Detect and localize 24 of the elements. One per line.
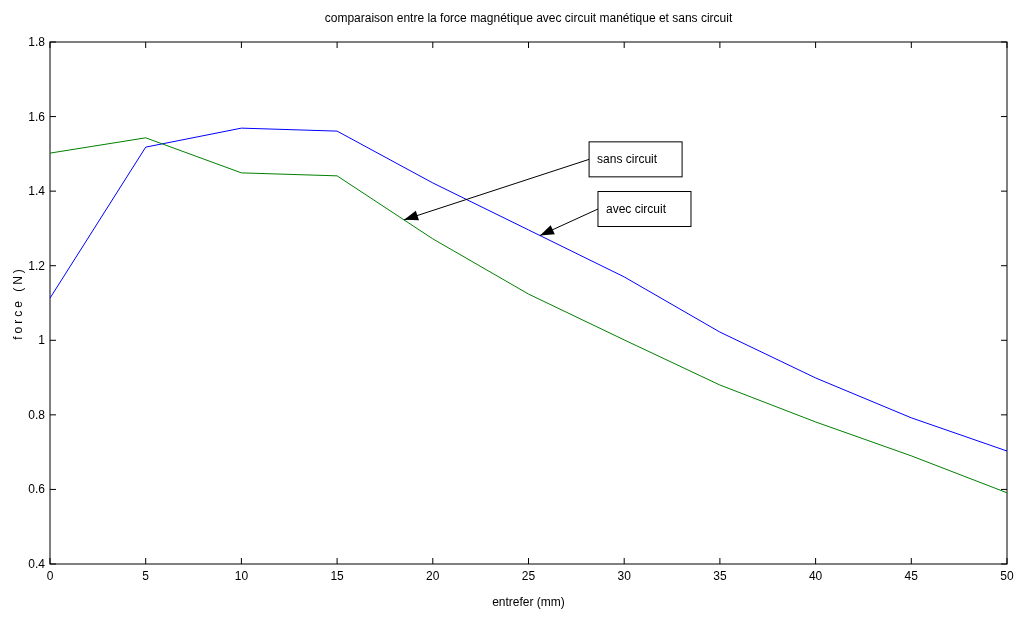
y-tick-label: 1: [38, 333, 46, 348]
x-tick-label: 45: [904, 569, 919, 583]
y-tick-label: 1.4: [28, 184, 46, 199]
x-tick-label: 15: [330, 569, 345, 583]
y-tick-label: 0.6: [28, 482, 46, 497]
y-axis-title: force (N): [11, 266, 25, 340]
annotation: avec circuit: [605, 202, 667, 217]
x-tick-label: 0: [46, 569, 54, 583]
y-tick-label: 0.8: [28, 407, 46, 422]
y-tick-label: 1.2: [28, 258, 46, 273]
x-tick-label: 20: [426, 569, 440, 583]
annotation: sans circuit: [597, 152, 658, 167]
y-tick-label: 0.4: [28, 557, 46, 571]
x-axis-title: entrefer (mm): [492, 595, 565, 609]
y-tick-label: 1.8: [28, 35, 46, 49]
x-tick-label: 40: [808, 569, 823, 583]
x-tick-label: 25: [521, 569, 536, 583]
x-tick-label: 50: [1000, 569, 1014, 583]
x-tick-label: 10: [234, 569, 249, 583]
x-tick-label: 35: [713, 569, 727, 583]
x-tick-label: 5: [142, 569, 150, 583]
x-tick-label: 30: [617, 569, 632, 583]
y-tick-label: 1.6: [28, 109, 46, 124]
chart-title: comparaison entre la force magnétique avec circuit manétique et sans circuit: [324, 11, 733, 25]
